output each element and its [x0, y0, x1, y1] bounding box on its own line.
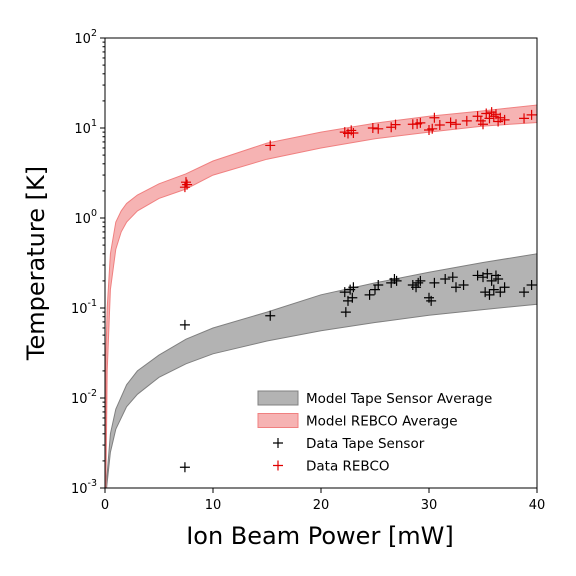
point-data-rebco [182, 179, 193, 190]
point-data-rebco [526, 109, 537, 120]
y-tick-label: 10-2 [71, 388, 97, 407]
point-data-tape-sensor [488, 284, 499, 295]
point-data-tape-sensor [480, 287, 491, 298]
point-data-tape-sensor [347, 292, 358, 303]
point-data-tape-sensor [348, 282, 359, 293]
legend-marker-data-tape-sensor [273, 438, 283, 448]
point-data-tape-sensor [451, 282, 461, 293]
point-data-tape-sensor [519, 287, 530, 298]
point-data-tape-sensor [429, 277, 440, 288]
point-data-rebco [486, 107, 497, 118]
point-data-tape-sensor [426, 295, 437, 306]
point-data-tape-sensor [484, 289, 495, 300]
legend-label: Model Tape Sensor Average [306, 391, 492, 407]
point-data-rebco [386, 122, 397, 133]
point-data-rebco [434, 119, 445, 130]
point-data-rebco [519, 113, 530, 124]
point-data-tape-sensor [458, 280, 469, 291]
point-data-tape-sensor [413, 277, 424, 288]
y-tick-label: 10-1 [71, 298, 97, 317]
point-data-rebco [427, 123, 438, 134]
legend-swatch-model-tape-sensor-average [257, 390, 299, 406]
y-axis-label: Temperature [K] [22, 166, 50, 361]
legend-label: Model REBCO Average [306, 414, 458, 430]
point-data-tape-sensor [415, 275, 426, 286]
point-data-tape-sensor [440, 274, 451, 284]
point-data-rebco [451, 119, 461, 130]
y-tick-label: 10-3 [71, 478, 97, 497]
point-data-tape-sensor [447, 272, 458, 283]
legend: Model Tape Sensor Average Model REBCO Ave… [257, 390, 492, 475]
point-data-tape-sensor [179, 319, 190, 330]
point-data-tape-sensor [486, 275, 497, 286]
ticks: 0 10 20 30 40 10-3 10-2 10-1 100 101 102 [71, 28, 545, 513]
point-data-rebco [415, 117, 426, 128]
point-data-tape-sensor [495, 287, 506, 298]
point-data-tape-sensor [389, 274, 400, 284]
x-axis-label: Ion Beam Power [mW] [186, 522, 454, 550]
point-data-rebco [367, 123, 378, 133]
legend-marker-data-rebco [273, 460, 283, 471]
data-points [179, 107, 537, 473]
point-data-tape-sensor [179, 462, 190, 473]
legend-label: Data Tape Sensor [306, 436, 425, 452]
point-data-rebco [265, 140, 276, 151]
point-data-rebco [488, 111, 499, 122]
point-data-rebco [373, 123, 384, 134]
point-data-tape-sensor [340, 307, 351, 318]
y-tick-label: 101 [74, 118, 97, 137]
x-tick-label: 20 [313, 498, 330, 513]
point-data-rebco [348, 127, 359, 138]
point-data-tape-sensor [373, 280, 384, 291]
point-data-tape-sensor [472, 270, 483, 281]
point-data-rebco [445, 117, 456, 128]
x-tick-label: 30 [421, 498, 438, 513]
point-data-tape-sensor [526, 280, 537, 291]
point-data-rebco [495, 112, 506, 123]
point-data-tape-sensor [364, 289, 375, 300]
x-tick-label: 10 [205, 498, 222, 513]
point-data-tape-sensor [482, 268, 493, 279]
y-tick-label: 100 [74, 208, 97, 227]
band-model-tape-sensor-average [106, 253, 538, 489]
point-data-rebco [484, 113, 495, 124]
point-data-rebco [181, 177, 191, 188]
point-data-tape-sensor [339, 287, 350, 298]
point-data-rebco [429, 112, 440, 123]
point-data-tape-sensor [499, 282, 510, 293]
point-data-tape-sensor [411, 282, 422, 293]
legend-swatch-model-rebco-average [257, 413, 299, 428]
point-data-rebco [478, 119, 488, 130]
point-data-tape-sensor [493, 274, 504, 284]
point-data-rebco [390, 119, 401, 130]
point-data-rebco [499, 114, 510, 125]
y-tick-label: 102 [74, 28, 97, 47]
point-data-tape-sensor [391, 275, 402, 286]
point-data-rebco [461, 115, 472, 126]
point-data-tape-sensor [265, 310, 276, 321]
point-data-rebco [346, 125, 357, 136]
model-bands [105, 104, 538, 489]
x-tick-label: 40 [529, 498, 546, 513]
legend-label: Data REBCO [306, 459, 390, 475]
point-data-rebco [179, 182, 190, 193]
x-tick-label: 0 [101, 498, 109, 513]
